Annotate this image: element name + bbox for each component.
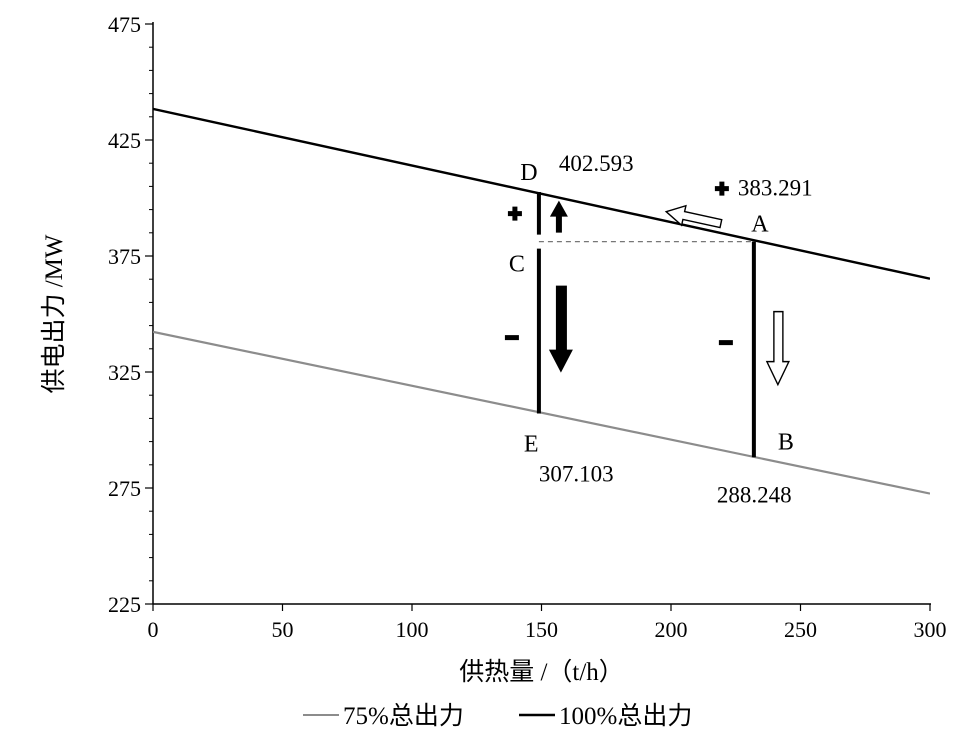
y-tick-label: 475 xyxy=(108,12,141,37)
point-label-a: A xyxy=(751,212,769,238)
minus-sign-a xyxy=(718,340,733,346)
y-axis-ticks: 225 275 325 375 425 475 xyxy=(108,12,153,617)
value-label-d: 402.593 xyxy=(559,151,634,176)
series-line-100 xyxy=(153,107,930,280)
plus-sign-c xyxy=(507,206,522,221)
y-tick-label: 225 xyxy=(108,592,141,617)
point-label-e: E xyxy=(524,432,539,458)
x-tick-label: 250 xyxy=(784,617,817,642)
arrow-left-along-line-icon xyxy=(664,204,723,229)
plus-sign-a xyxy=(714,181,729,196)
series-line-75 xyxy=(153,330,930,495)
minus-sign-c xyxy=(504,335,519,341)
point-label-d: D xyxy=(520,160,537,186)
y-tick-label: 425 xyxy=(108,128,141,153)
point-label-c: C xyxy=(509,252,525,278)
arrow-down-c-e-icon xyxy=(548,285,573,373)
arrow-down-a-b-icon xyxy=(765,310,790,387)
y-tick-label: 325 xyxy=(108,360,141,385)
x-tick-label: 300 xyxy=(914,617,947,642)
legend-label-75: 75%总出力 xyxy=(343,702,464,730)
value-label-a: 383.291 xyxy=(738,176,813,201)
x-tick-label: 100 xyxy=(396,617,429,642)
legend: 75%总出力 100%总出力 xyxy=(303,702,692,730)
point-label-b: B xyxy=(778,429,794,455)
arrow-up-c-d-icon xyxy=(549,200,568,233)
y-tick-label: 375 xyxy=(108,244,141,269)
value-label-b: 288.248 xyxy=(717,482,792,507)
x-tick-label: 50 xyxy=(272,617,294,642)
x-tick-label: 200 xyxy=(655,617,688,642)
x-tick-label: 150 xyxy=(525,617,558,642)
x-tick-label: 0 xyxy=(148,617,159,642)
x-axis-label: 供热量 /（t/h） xyxy=(459,658,624,686)
x-axis-ticks: 0 50 100 150 200 250 300 xyxy=(148,604,947,642)
value-label-e: 307.103 xyxy=(539,462,614,487)
y-tick-label: 275 xyxy=(108,476,141,501)
series-lines xyxy=(153,107,930,495)
legend-label-100: 100%总出力 xyxy=(559,702,692,730)
y-axis-label: 供电出力 /MW xyxy=(40,234,68,393)
